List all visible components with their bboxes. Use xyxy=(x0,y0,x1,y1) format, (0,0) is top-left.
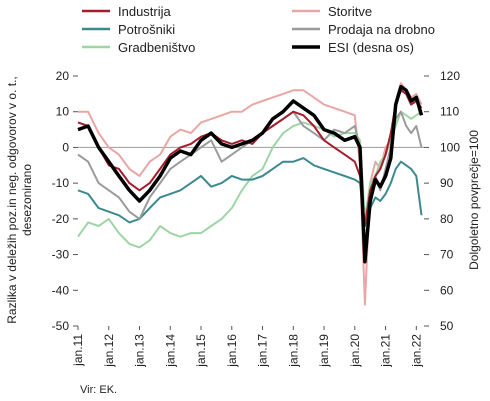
left-axis-ticks: 20 10 0 -10 -20 -30 -40 -50 xyxy=(52,69,70,333)
left-tick-label: 0 xyxy=(62,140,69,154)
x-tick-label: jan.21 xyxy=(379,334,393,368)
left-tick-label: -50 xyxy=(52,319,70,333)
right-tick-label: 80 xyxy=(440,212,454,226)
legend-entry: Storitve xyxy=(328,4,372,19)
x-tick-label: jan.13 xyxy=(133,334,147,368)
x-tick-label: jan.11 xyxy=(71,334,85,367)
right-tick-label: 70 xyxy=(440,248,454,262)
x-tick-label: jan.14 xyxy=(163,334,177,368)
x-tick-label: jan.15 xyxy=(194,334,208,368)
left-axis-label-line: desezonirano xyxy=(20,164,34,236)
legend-entry: Industrija xyxy=(118,4,172,19)
x-tick-label: jan.12 xyxy=(102,334,116,368)
x-tick-label: jan.22 xyxy=(409,334,423,368)
x-axis-ticks: jan.11 jan.12 jan.13 jan.14 jan.15 jan.16 jan.… xyxy=(71,334,423,368)
source-note: Vir: EK. xyxy=(80,384,117,396)
left-axis-label-line: Razlika v deležih poz.in neg. odgovorov … xyxy=(5,76,19,323)
left-tick-label: -30 xyxy=(52,248,70,262)
right-tick-label: 120 xyxy=(440,69,460,83)
left-tick-label: -10 xyxy=(52,176,70,190)
legend-entry: Prodaja na drobno xyxy=(328,22,435,37)
legend-entry: ESI (desna os) xyxy=(328,40,414,55)
right-tick-label: 50 xyxy=(440,319,454,333)
left-tick-label: -40 xyxy=(52,283,70,297)
x-tick-label: jan.19 xyxy=(317,334,331,368)
left-axis-label: Razlika v deležih poz.in neg. odgovorov … xyxy=(5,76,34,323)
right-axis-label: Dolgoletno povprečje=100 xyxy=(467,130,481,270)
right-tick-label: 60 xyxy=(440,283,454,297)
x-tick-label: jan.17 xyxy=(256,334,270,368)
axes xyxy=(73,75,429,330)
right-tick-label: 90 xyxy=(440,176,454,190)
series-line xyxy=(77,89,423,227)
left-tick-label: 10 xyxy=(56,105,70,119)
left-tick-label: -20 xyxy=(52,212,70,226)
x-tick-label: jan.18 xyxy=(286,334,300,368)
right-tick-label: 110 xyxy=(440,105,459,119)
x-tick-label: jan.16 xyxy=(225,334,239,368)
series-line xyxy=(77,84,424,264)
right-tick-label: 100 xyxy=(440,140,460,154)
series-lines xyxy=(77,82,424,306)
left-tick-label: 20 xyxy=(56,69,70,83)
right-axis-ticks: 120 110 100 90 80 70 60 50 xyxy=(440,69,460,333)
legend-entry: Potrošniki xyxy=(118,22,175,37)
x-tick-label: jan.20 xyxy=(348,334,362,368)
series-line xyxy=(77,157,423,227)
legend-entry: Gradbeništvo xyxy=(118,40,195,55)
legend: Industrija Storitve Potrošniki Prodaja na d… xyxy=(82,4,435,55)
